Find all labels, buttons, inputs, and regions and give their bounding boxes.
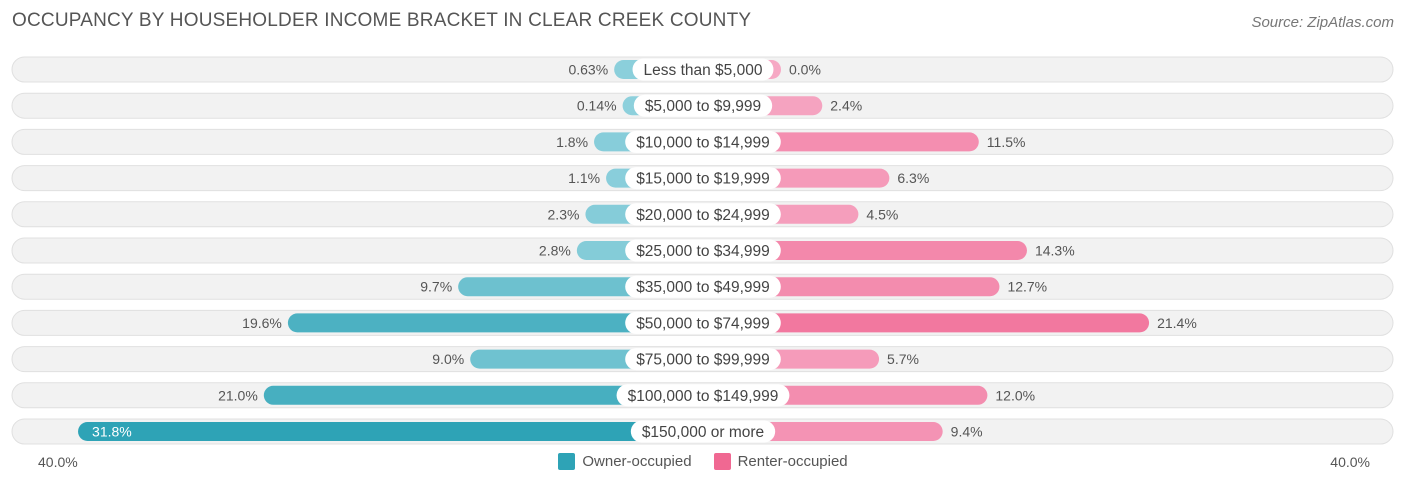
owner-value-label: 31.8% <box>92 424 132 440</box>
owner-value-label: 9.0% <box>432 351 464 367</box>
axis-left-label: 40.0% <box>38 454 78 470</box>
owner-value-label: 2.3% <box>548 206 580 222</box>
category-label-pill <box>625 311 781 334</box>
renter-value-label: 5.7% <box>887 351 919 367</box>
category-label-pill <box>625 203 781 226</box>
category-label-pill <box>625 130 781 153</box>
renter-bar <box>703 241 1027 260</box>
category-label: $5,000 to $9,999 <box>645 98 761 115</box>
source-label: Source: ZipAtlas.com <box>1251 14 1394 31</box>
renter-value-label: 11.5% <box>987 134 1026 150</box>
owner-bar <box>287 313 703 333</box>
axis-right-label: 40.0% <box>1330 454 1370 470</box>
renter-value-label: 0.0% <box>789 62 821 78</box>
owner-value-label: 19.6% <box>242 315 282 331</box>
category-label-pill <box>633 94 773 117</box>
renter-value-label: 6.3% <box>897 170 929 186</box>
renter-value-label: 2.4% <box>830 98 862 114</box>
legend-label-renter: Renter-occupied <box>737 453 848 470</box>
renter-value-label: 12.7% <box>1007 279 1047 295</box>
category-label-pill <box>625 239 781 262</box>
owner-value-label: 2.8% <box>539 243 571 259</box>
legend-item-owner: Owner-occupied <box>558 453 692 470</box>
category-label-pill <box>630 420 776 443</box>
legend-item-renter: Renter-occupied <box>713 453 848 470</box>
category-label: $15,000 to $19,999 <box>636 171 770 188</box>
owner-bar <box>263 385 703 405</box>
category-label: $10,000 to $14,999 <box>636 134 770 151</box>
category-label-pill <box>625 348 781 371</box>
category-label-pill <box>616 384 790 407</box>
owner-bar <box>78 422 704 441</box>
owner-value-label: 9.7% <box>420 279 452 295</box>
category-label: Less than $5,000 <box>644 62 763 79</box>
category-label-pill <box>625 275 781 298</box>
legend: Owner-occupied Renter-occupied <box>0 453 1406 470</box>
owner-value-label: 21.0% <box>218 387 258 403</box>
chart-title: OCCUPANCY BY HOUSEHOLDER INCOME BRACKET … <box>12 10 752 31</box>
renter-value-label: 4.5% <box>866 206 898 222</box>
renter-value-label: 9.4% <box>951 424 983 440</box>
category-label-pill <box>632 58 774 81</box>
legend-swatch-renter <box>713 453 731 470</box>
category-label: $20,000 to $24,999 <box>636 207 770 224</box>
renter-value-label: 21.4% <box>1157 315 1197 331</box>
owner-value-label: 1.8% <box>556 134 588 150</box>
owner-value-label: 1.1% <box>568 170 600 186</box>
renter-bar <box>703 313 1150 333</box>
category-label: $100,000 to $149,999 <box>628 388 779 405</box>
category-label: $50,000 to $74,999 <box>636 315 770 332</box>
category-label: $75,000 to $99,999 <box>636 352 770 369</box>
renter-value-label: 12.0% <box>995 387 1035 403</box>
category-label-pill <box>625 167 781 190</box>
legend-label-owner: Owner-occupied <box>582 453 692 470</box>
legend-swatch-owner <box>558 453 576 470</box>
category-label: $25,000 to $34,999 <box>636 243 770 260</box>
owner-value-label: 0.14% <box>577 98 617 114</box>
renter-value-label: 14.3% <box>1035 243 1075 259</box>
category-label: $35,000 to $49,999 <box>636 279 770 296</box>
owner-value-label: 0.63% <box>568 62 608 78</box>
category-label: $150,000 or more <box>642 424 764 441</box>
